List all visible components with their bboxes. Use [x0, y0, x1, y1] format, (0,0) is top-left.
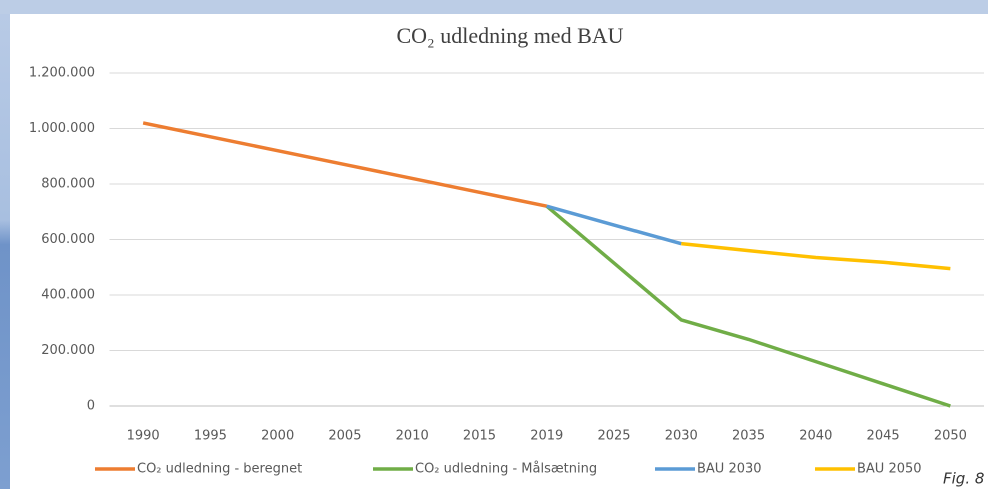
y-tick-label: 600.000: [41, 232, 95, 247]
x-tick-label: 1990: [127, 429, 160, 444]
legend-label: BAU 2050: [857, 462, 922, 477]
legend-label: BAU 2030: [697, 462, 762, 477]
series-line: [681, 241, 951, 271]
y-tick-label: 800.000: [41, 177, 95, 192]
top-band: [0, 0, 988, 14]
x-tick-label: 2000: [261, 429, 294, 444]
x-tick-label: 2015: [463, 429, 496, 444]
annotation: Fig. 8: [943, 470, 984, 488]
x-tick-label: 2045: [867, 429, 900, 444]
x-tick-label: 2005: [328, 429, 361, 444]
x-tick-label: 2040: [799, 429, 832, 444]
series-line: [142, 121, 548, 208]
x-tick-label: 2050: [934, 429, 967, 444]
chart-title: CO₂ udledning med BAU: [396, 23, 623, 48]
y-tick-label: 1.200.000: [29, 66, 95, 81]
x-tick-label: 2025: [597, 429, 630, 444]
x-tick-label: 1995: [194, 429, 227, 444]
x-tick-label: 2019: [530, 429, 563, 444]
legend-label: CO₂ udledning - Målsætning: [415, 462, 597, 477]
x-tick-label: 2030: [665, 429, 698, 444]
y-tick-label: 1.000.000: [29, 121, 95, 136]
series-line: [546, 204, 682, 246]
legend-label: CO₂ udledning - beregnet: [137, 462, 302, 477]
chart-area: [10, 14, 988, 489]
y-tick-label: 200.000: [41, 343, 95, 358]
x-tick-label: 2035: [732, 429, 765, 444]
series-line: [545, 204, 951, 408]
y-tick-label: 400.000: [41, 288, 95, 303]
y-tick-label: 0: [87, 399, 95, 414]
x-tick-label: 2010: [396, 429, 429, 444]
